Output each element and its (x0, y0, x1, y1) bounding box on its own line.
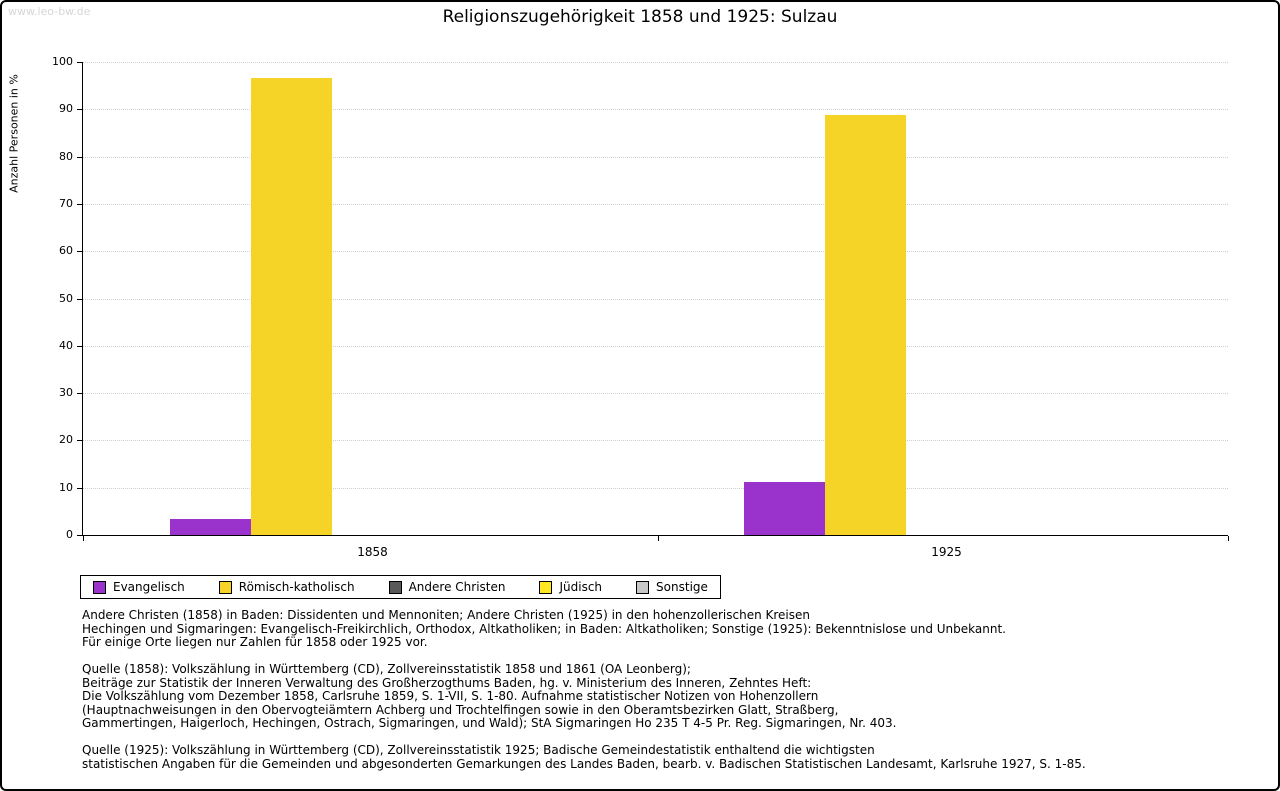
legend: Evangelisch Römisch-katholisch Andere Chri… (80, 575, 721, 599)
footnote-line: Quelle (1925): Volkszählung in Württembe… (82, 743, 875, 757)
gridline (83, 251, 1228, 253)
legend-swatch (388, 580, 402, 594)
legend-swatch (93, 580, 106, 594)
y-axis-tick (77, 109, 82, 111)
gridline (83, 62, 1228, 63)
x-axis-group-label: 1858 (357, 545, 388, 559)
y-axis-tick (77, 345, 82, 347)
plot-area: 0 10 20 30 40 50 60 70 80 90 100 1858 1925 (52, 55, 1229, 559)
y-axis-tick (77, 440, 82, 442)
y-axis-tick-label: 0 (66, 528, 73, 541)
legend-item: Römisch-katholisch (218, 580, 355, 594)
footnote-line: statistischen Angaben für die Gemeinden … (82, 756, 1086, 771)
footnote-line: Quelle (1858): Volkszählung in Württembe… (82, 662, 691, 676)
legend-item: Evangelisch (93, 580, 185, 594)
legend-item: Jüdisch (539, 580, 602, 594)
gridline (83, 109, 1228, 111)
y-axis-tick (77, 156, 82, 158)
y-axis-tick-label: 50 (59, 291, 73, 305)
footnote-line (82, 731, 1086, 745)
bar-1925-category-1 (825, 114, 906, 535)
legend-swatch (636, 580, 650, 594)
legend-item: Sonstige (636, 580, 708, 594)
y-axis-tick-label: 90 (59, 102, 73, 116)
gridline (83, 440, 1228, 442)
footnote-line: Beiträge zur Statistik der Inneren Verwa… (82, 675, 812, 690)
y-axis-tick-label: 70 (59, 196, 73, 210)
gridline (83, 393, 1228, 395)
y-axis-tick (77, 251, 82, 253)
y-axis-tick (77, 487, 82, 489)
legend-item: Andere Christen (388, 580, 506, 594)
x-axis-group-label: 1925 (931, 545, 962, 559)
legend-label: Sonstige (656, 580, 708, 594)
y-axis-tick (77, 298, 82, 300)
y-axis-tick-label: 100 (52, 55, 73, 68)
watermark: www.leo-bw.de (8, 5, 91, 18)
footnote-line (82, 650, 1086, 664)
legend-label: Andere Christen (408, 580, 506, 594)
x-axis-tick (1228, 536, 1229, 541)
footnote-line: (Hauptnachweisungen in den Obervogteiämt… (82, 702, 839, 717)
bar-1858-category-1 (251, 78, 332, 535)
footnotes: Andere Christen (1858) in Baden: Disside… (82, 608, 1086, 771)
gridline (83, 487, 1228, 489)
y-axis-tick-label: 60 (59, 244, 73, 258)
y-axis-tick (77, 62, 82, 63)
y-axis-label: Anzahl Personen in % (7, 74, 21, 193)
footnote-line: Andere Christen (1858) in Baden: Disside… (82, 608, 810, 622)
y-axis-tick (77, 203, 82, 205)
footnote-line: Die Volkszählung vom Dezember 1858, Carl… (82, 689, 819, 703)
legend-swatch (218, 580, 232, 594)
y-axis-tick-label: 40 (59, 338, 73, 352)
gridline (83, 203, 1228, 205)
footnote-line: Gammertingen, Haigerloch, Hechingen, Ost… (82, 716, 897, 730)
legend-swatch (539, 580, 553, 594)
legend-label: Römisch-katholisch (238, 580, 355, 594)
y-axis-tick (77, 535, 82, 536)
gridline (83, 345, 1228, 347)
chart-title: Religionszugehörigkeit 1858 und 1925: Su… (442, 7, 838, 27)
legend-label: Evangelisch (113, 580, 185, 594)
x-axis-tick (658, 536, 659, 541)
gridline (83, 156, 1228, 158)
legend-label: Jüdisch (559, 580, 603, 594)
bar-1925-category-0 (744, 482, 825, 535)
y-axis-tick-label: 20 (59, 433, 73, 447)
gridline (83, 298, 1228, 300)
footnote-line: Hechingen und Sigmaringen: Evangelisch-F… (82, 621, 1006, 636)
y-axis-tick-label: 30 (59, 386, 73, 400)
y-axis-tick (77, 393, 82, 395)
y-axis-tick-label: 80 (59, 149, 73, 163)
x-axis-tick (83, 536, 84, 541)
bar-1858-category-0 (170, 518, 251, 535)
footnote-line: Für einige Orte liegen nur Zahlen für 18… (82, 635, 428, 649)
y-axis-tick-label: 10 (59, 480, 73, 494)
